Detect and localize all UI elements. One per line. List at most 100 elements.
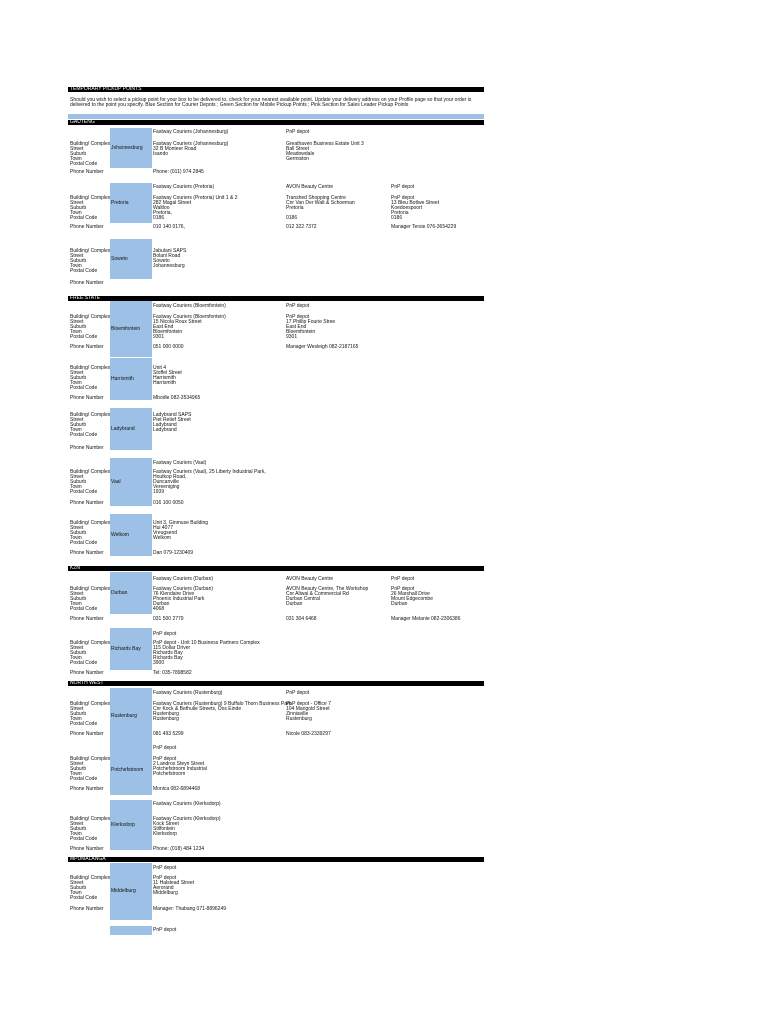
column-header: PnP depot xyxy=(391,576,415,582)
address-line: Duncanville xyxy=(153,478,179,485)
address-line: Cnr Van Der Walt & Schoeman xyxy=(286,199,355,206)
address-line: Harrismith xyxy=(153,379,176,386)
field-label: Building/ Complex xyxy=(70,314,111,320)
field-label: Building/ Complex xyxy=(70,640,111,646)
phone-value: Tel: 035-7898582 xyxy=(153,670,192,676)
address-line: Rustenburg xyxy=(286,715,312,722)
address-line: Durban xyxy=(153,600,170,607)
address-line: East End xyxy=(286,323,307,330)
address-line: Ladybrand xyxy=(153,426,177,433)
address-line: Durban Central xyxy=(286,595,320,602)
address-line: East End xyxy=(153,323,174,330)
phone-value: 031 304 6468 xyxy=(286,616,317,622)
field-label: Postal Code xyxy=(70,775,98,782)
address-line: 9301 xyxy=(153,333,165,340)
field-label: Postal Code xyxy=(70,333,98,340)
address-line: 2 Landros Steyn Street xyxy=(153,760,205,767)
town-name: Ladybrand xyxy=(111,425,135,432)
field-label: Town xyxy=(70,534,82,541)
address-line: Vreugsend xyxy=(153,529,177,536)
address-line: Waltloo xyxy=(153,204,170,211)
phone-label: Phone Number xyxy=(70,731,104,737)
field-label: Postal Code xyxy=(70,720,98,727)
field-label: Street xyxy=(70,590,84,597)
field-label: Building/ Complex xyxy=(70,195,111,201)
column-header: PnP depot xyxy=(153,865,177,871)
column-header: Fastway Couriers (Rustenburg) xyxy=(153,690,223,696)
field-label: Street xyxy=(70,369,84,376)
address-line: Harrismith xyxy=(153,374,176,381)
field-label: Building/ Complex xyxy=(70,816,111,822)
field-label: Street xyxy=(70,820,84,827)
town-name: Soweto xyxy=(111,255,128,262)
address-line: Richards Bay xyxy=(153,649,183,656)
section-title: FREE STATE xyxy=(70,295,101,301)
field-label: Street xyxy=(70,252,84,259)
town-name: Middelburg xyxy=(111,888,136,894)
address-line: 13 Bleu Botlwe Street xyxy=(391,199,440,206)
field-label: Building/ Complex xyxy=(70,248,111,254)
town-name: Bloemfontein xyxy=(111,325,141,332)
phone-value: Phone: (018) 484 1234 xyxy=(153,846,205,852)
town-box: Potchefstroom xyxy=(110,745,152,795)
field-label: Suburb xyxy=(70,150,87,157)
town-box: Vaal xyxy=(110,458,152,506)
address-line: Meadowdale xyxy=(286,150,315,157)
field-label: Street xyxy=(70,524,84,531)
section-title: MPUMALANGA xyxy=(70,856,106,862)
address-line: Bloemfontein xyxy=(286,328,316,335)
address-line: Ladybrand SAPS xyxy=(153,412,192,418)
address-line: Vereeniging xyxy=(153,483,180,490)
phone-value: Manager Melanie 082-2306386 xyxy=(391,616,461,622)
address-line: Fastway Couriers (Rustenburg) 9 Buffalo … xyxy=(153,701,292,707)
field-label: Building/ Complex xyxy=(70,412,111,418)
phone-label: Phone Number xyxy=(70,550,104,556)
column-header: Fastway Couriers (Durban) xyxy=(153,576,214,582)
column-header: PnP depot xyxy=(286,303,310,309)
field-label: Suburb xyxy=(70,884,87,891)
column-header: Fastway Couriers (Johannesburg) xyxy=(153,129,229,135)
column-header: PnP depot xyxy=(153,927,177,933)
field-label: Postal Code xyxy=(70,605,98,612)
town-name: Rustenburg xyxy=(111,713,137,719)
section-title: GAUTENG xyxy=(70,119,95,125)
address-line: Mount Edgecombe xyxy=(391,595,433,602)
address-line: PnP depot xyxy=(391,586,415,592)
field-label: Building/ Complex xyxy=(70,701,111,707)
town-box: Welkom xyxy=(110,514,152,556)
town-box: Middelburg xyxy=(110,863,152,920)
address-line: PnP depot xyxy=(391,195,415,201)
intro: Should you wish to select a pickup point… xyxy=(70,97,472,108)
field-label: Street xyxy=(70,760,84,767)
phone-label: Phone Number xyxy=(70,786,104,792)
field-label: Town xyxy=(70,262,82,269)
address-line: 3900 xyxy=(153,659,165,666)
town-name: Vaal xyxy=(111,478,121,485)
address-line: PnP depot xyxy=(153,875,177,881)
phone-value: 012 322 7372 xyxy=(286,224,317,230)
field-label: Town xyxy=(70,715,82,722)
field-label: Postal Code xyxy=(70,488,98,495)
field-label: Postal Code xyxy=(70,659,98,666)
address-line: 11 Halstead Street xyxy=(153,879,195,886)
address-line: Phoenix Industrial Park xyxy=(153,595,205,602)
column-header: PnP depot xyxy=(153,745,177,751)
address-line: Cnr Aliwal & Commercial Rd xyxy=(286,590,349,597)
field-label: Building/ Complex xyxy=(70,586,111,592)
field-label: Suburb xyxy=(70,323,87,330)
phone-value: 010 140 0176, xyxy=(153,224,185,230)
address-line: Isando xyxy=(153,150,169,157)
address-line: Fastway Couriers (Pretoria) Unit 1 & 2 xyxy=(153,195,238,201)
address-line: Klerksdorp xyxy=(153,830,177,837)
phone-label: Phone Number xyxy=(70,616,104,622)
phone-label: Phone Number xyxy=(70,445,104,451)
field-label: Suburb xyxy=(70,765,87,772)
town-box: Bloemfontein xyxy=(110,301,152,357)
address-line: Ball Street xyxy=(286,145,310,152)
address-line: Durban xyxy=(286,600,303,607)
address-line: Koedoespoort xyxy=(391,204,423,211)
field-label: Building/ Complex xyxy=(70,756,111,762)
address-line: PnP depot - Unit 10 Business Partners Co… xyxy=(153,640,260,646)
field-label: Suburb xyxy=(70,595,87,602)
field-label: Building/ Complex xyxy=(70,365,111,371)
